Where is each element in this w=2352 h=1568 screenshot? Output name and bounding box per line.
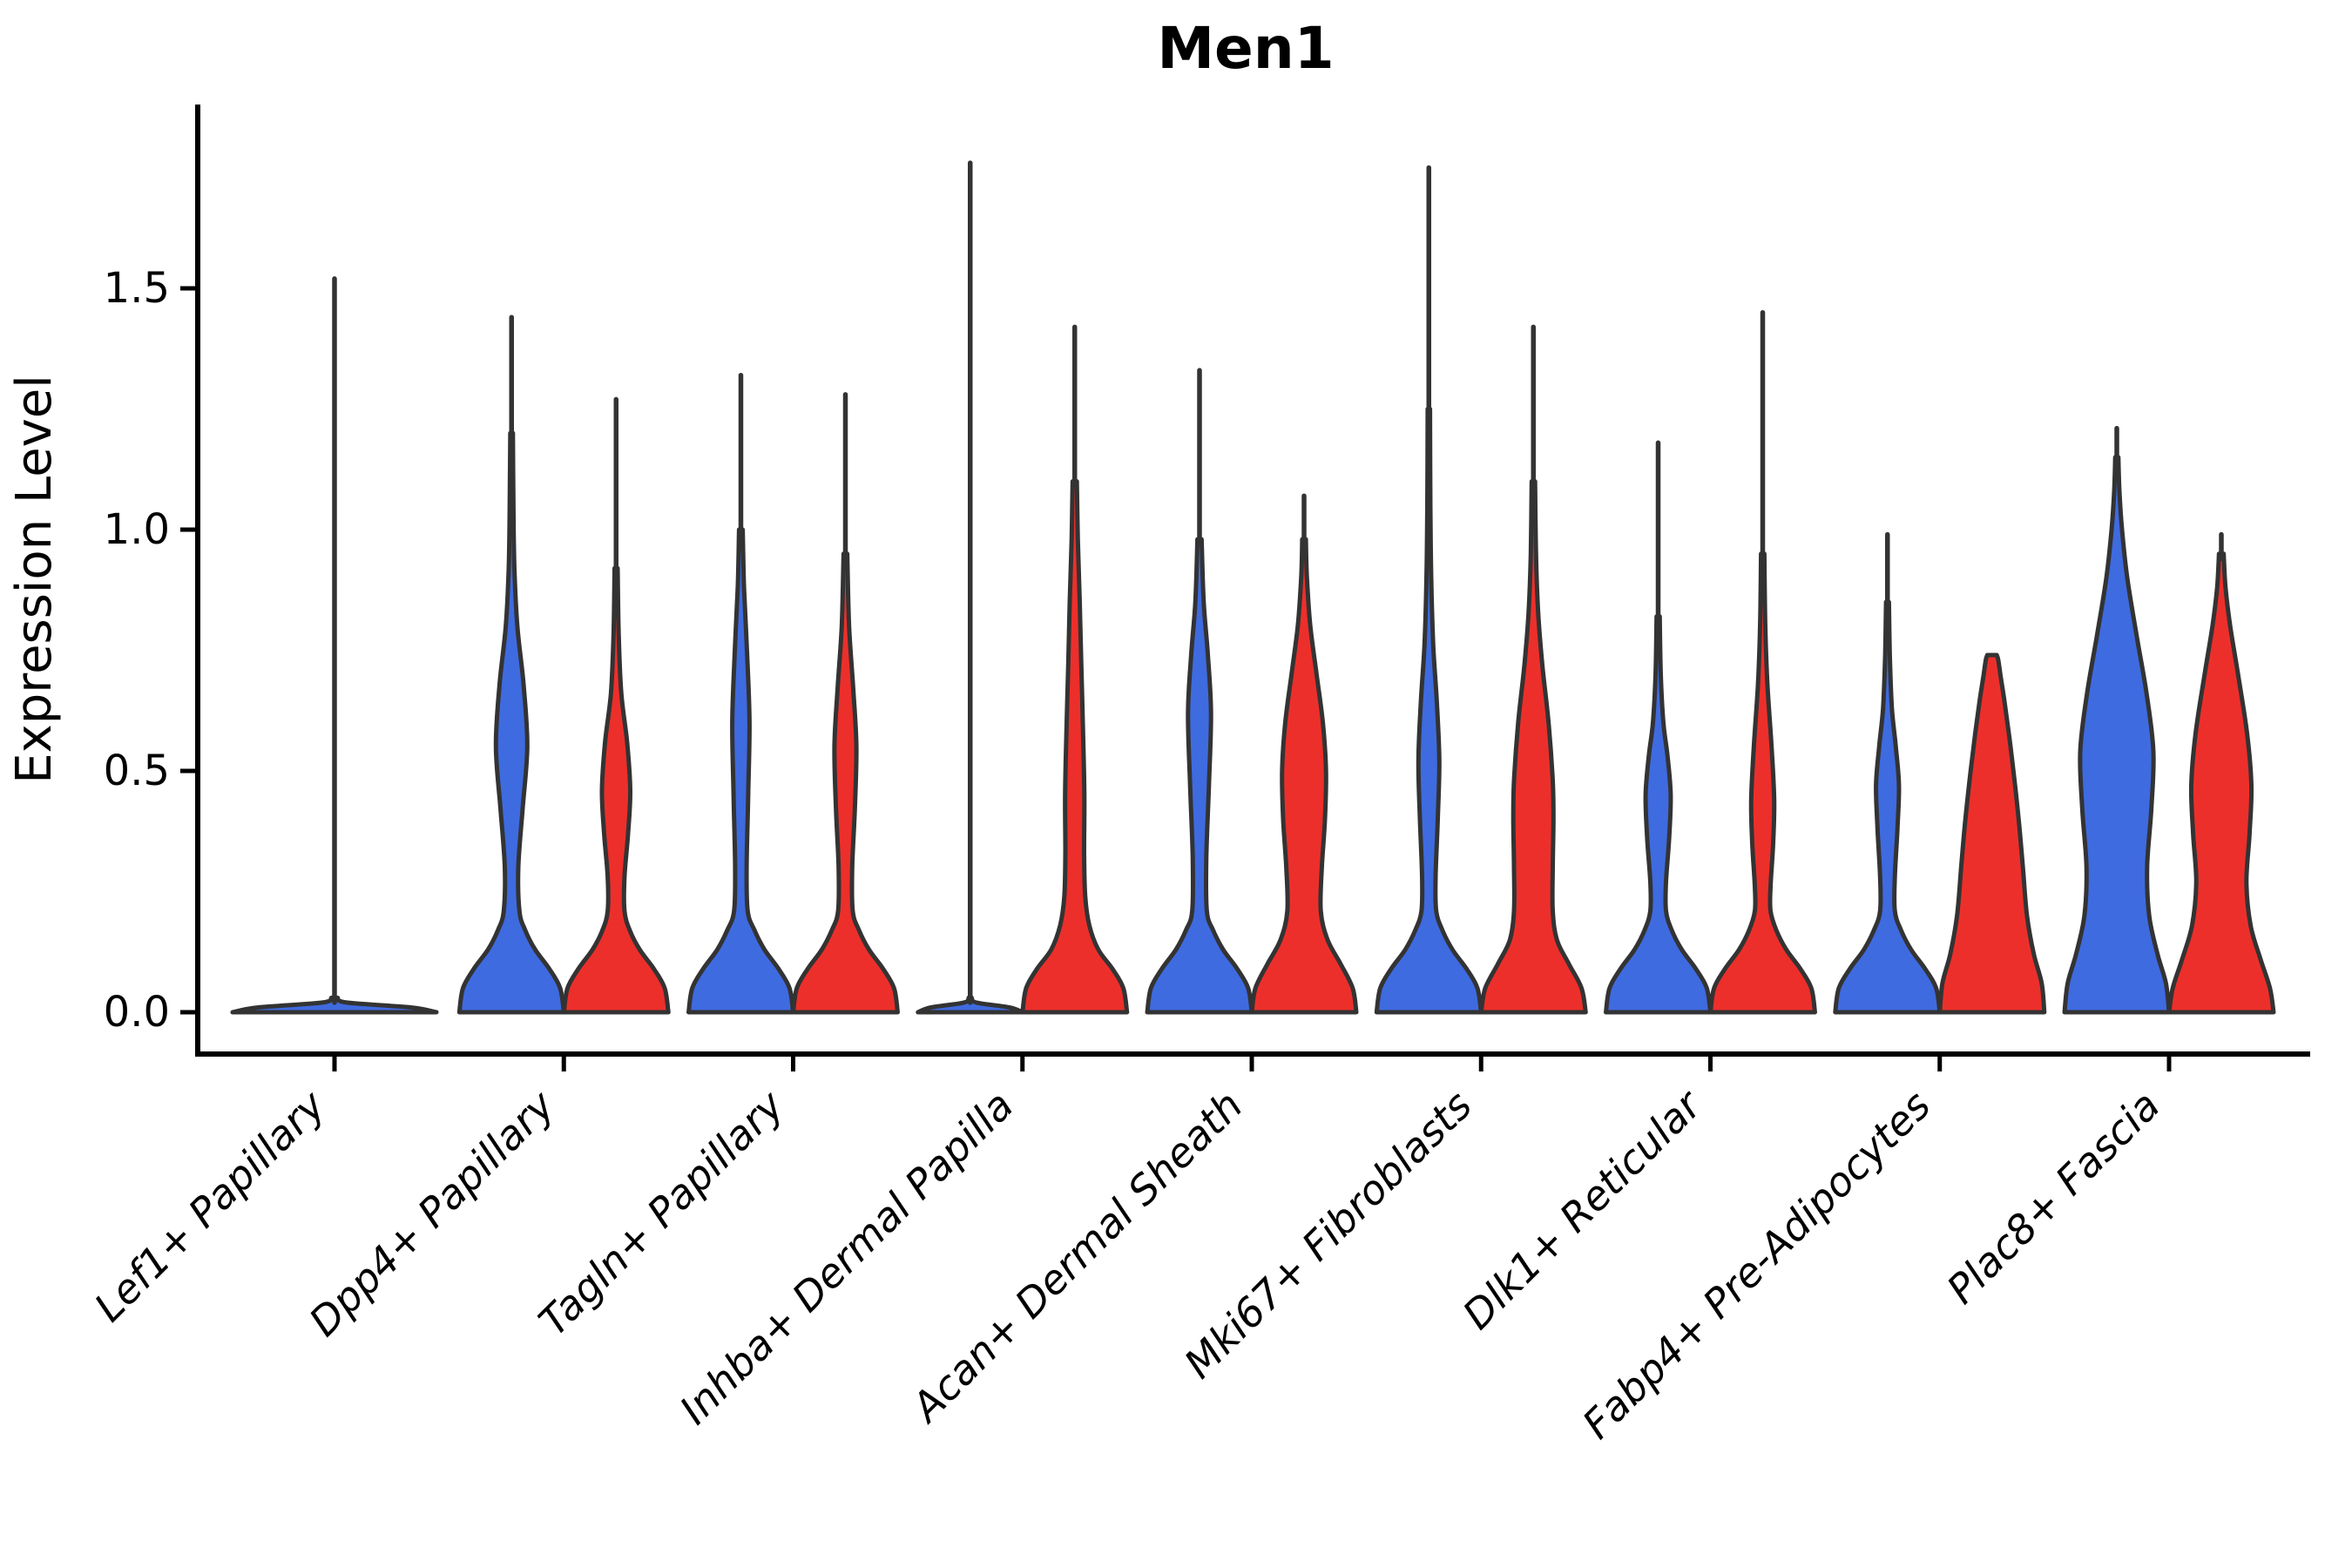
violin-blue-fabp4-pre-adipocytes xyxy=(1833,599,1943,1015)
x-tick-label: Tagln+ Papillary xyxy=(530,1081,794,1345)
x-tick-label: Plac8+ Fascia xyxy=(1937,1082,2168,1313)
x-tick-label: Dpp4+ Papillary xyxy=(300,1081,564,1345)
violin-red-tagln-papillary xyxy=(791,551,900,1015)
violin-blue-dpp4-papillary xyxy=(456,430,566,1015)
y-axis-label: Expression Level xyxy=(6,375,63,784)
violin-red-acan-dermal-sheath xyxy=(1249,537,1359,1015)
x-tick-label: Lef1+ Papillary xyxy=(85,1081,335,1330)
violin-blue-mki67-fibroblasts xyxy=(1374,407,1484,1015)
violin-blue-tagln-papillary xyxy=(686,527,795,1015)
violin-red-inhba-dermal-papilla xyxy=(1020,479,1130,1015)
violins-layer xyxy=(230,160,2276,1015)
violin-red-dlk1-reticular xyxy=(1708,551,1817,1015)
violin-red-plac8-fascia xyxy=(2166,551,2276,1015)
y-tick-label: 1.0 xyxy=(104,505,170,554)
y-tick-label: 1.5 xyxy=(104,264,170,313)
violin-blue-acan-dermal-sheath xyxy=(1145,537,1254,1015)
violin-red-fabp4-pre-adipocytes xyxy=(1937,652,2047,1015)
violin-red-mki67-fibroblasts xyxy=(1478,479,1588,1015)
violin-blue-dlk1-reticular xyxy=(1604,614,1713,1015)
y-tick-label: 0.0 xyxy=(104,988,170,1037)
chart-title: Men1 xyxy=(1157,15,1334,82)
violin-red-dpp4-papillary xyxy=(561,565,671,1015)
violin-blue-plac8-fascia xyxy=(2062,455,2172,1015)
y-tick-label: 0.5 xyxy=(104,747,170,795)
x-tick-label: Dlk1+ Reticular xyxy=(1454,1079,1713,1338)
violin-blue-lef1-papillary xyxy=(230,995,439,1015)
